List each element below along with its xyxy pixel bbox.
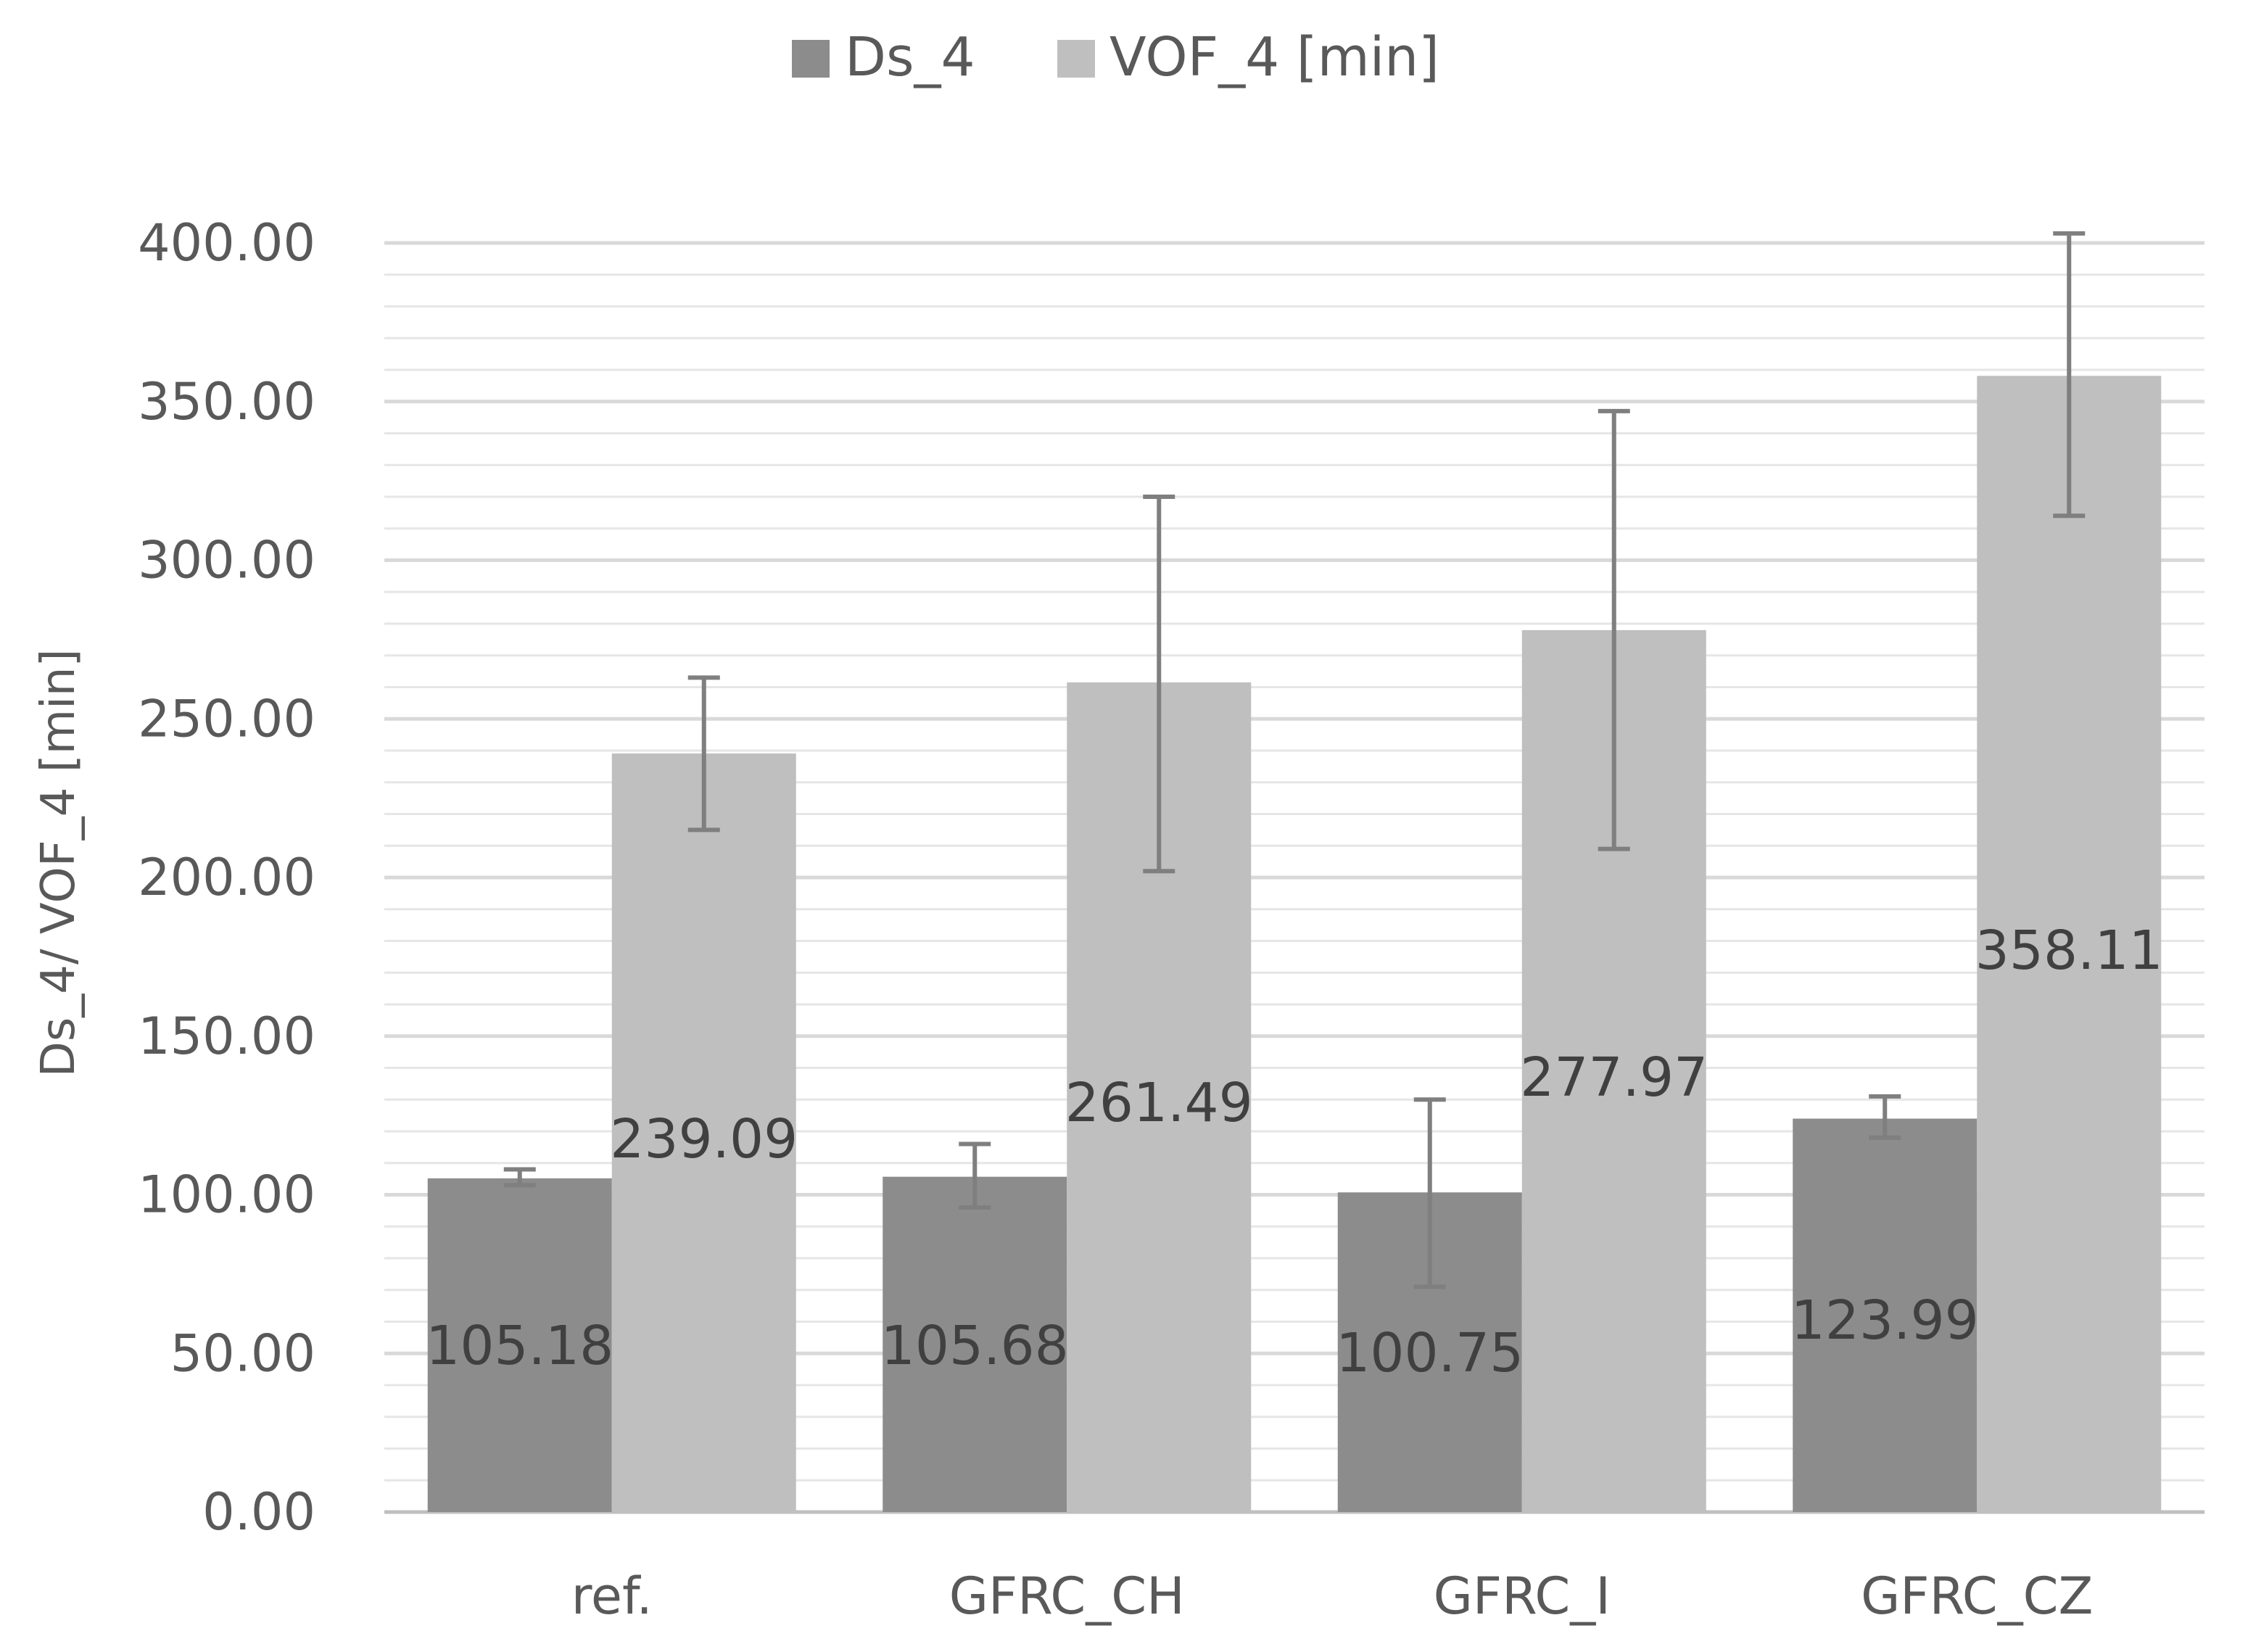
y-tick-label: 400.00 — [138, 213, 315, 273]
data-label: 105.68 — [881, 1315, 1069, 1377]
x-tick-label: GFRC_CH — [949, 1566, 1185, 1626]
data-label: 100.75 — [1336, 1322, 1524, 1384]
bar-ds4-1 — [883, 1176, 1067, 1512]
y-tick-label: 50.00 — [170, 1323, 315, 1383]
legend: Ds_4 VOF_4 [min] — [792, 26, 1439, 88]
data-label: 239.09 — [610, 1108, 798, 1170]
data-label: 105.18 — [426, 1315, 613, 1377]
y-tick-label: 200.00 — [138, 848, 315, 907]
y-tick-label: 250.00 — [138, 689, 315, 748]
y-tick-label: 100.00 — [138, 1165, 315, 1225]
legend-label-1: VOF_4 [min] — [1109, 26, 1439, 88]
legend-swatch-1 — [1057, 40, 1095, 78]
y-tick-label: 0.00 — [202, 1482, 315, 1542]
data-label: 358.11 — [1975, 920, 2163, 982]
bar-vof4-3 — [1977, 376, 2162, 1512]
data-label: 261.49 — [1065, 1072, 1253, 1134]
data-label: 123.99 — [1791, 1289, 1979, 1352]
axes: 0.00 50.00 100.00 150.00 200.00 250.00 300.00 3… — [32, 213, 2093, 1626]
legend-swatch-0 — [792, 40, 830, 78]
y-tick-label: 300.00 — [138, 531, 315, 590]
legend-label-0: Ds_4 — [845, 26, 975, 88]
x-tick-label: GFRC_CZ — [1861, 1566, 2093, 1626]
bars — [427, 376, 2162, 1513]
error-bars — [503, 231, 2086, 1289]
bar-ds4-3 — [1793, 1118, 1978, 1512]
y-axis-title: Ds_4/ VOF_4 [min] — [32, 649, 86, 1078]
bar-ds4-0 — [427, 1178, 612, 1512]
y-tick-label: 150.00 — [138, 1007, 315, 1066]
x-tick-label: GFRC_I — [1434, 1566, 1611, 1626]
data-label: 277.97 — [1520, 1046, 1708, 1109]
y-tick-label: 350.00 — [138, 372, 315, 431]
data-labels: 105.18 239.09 105.68 261.49 100.75 277.97 123.… — [426, 920, 2162, 1384]
bar-vof4-0 — [611, 753, 796, 1512]
x-tick-label: ref. — [571, 1566, 653, 1626]
